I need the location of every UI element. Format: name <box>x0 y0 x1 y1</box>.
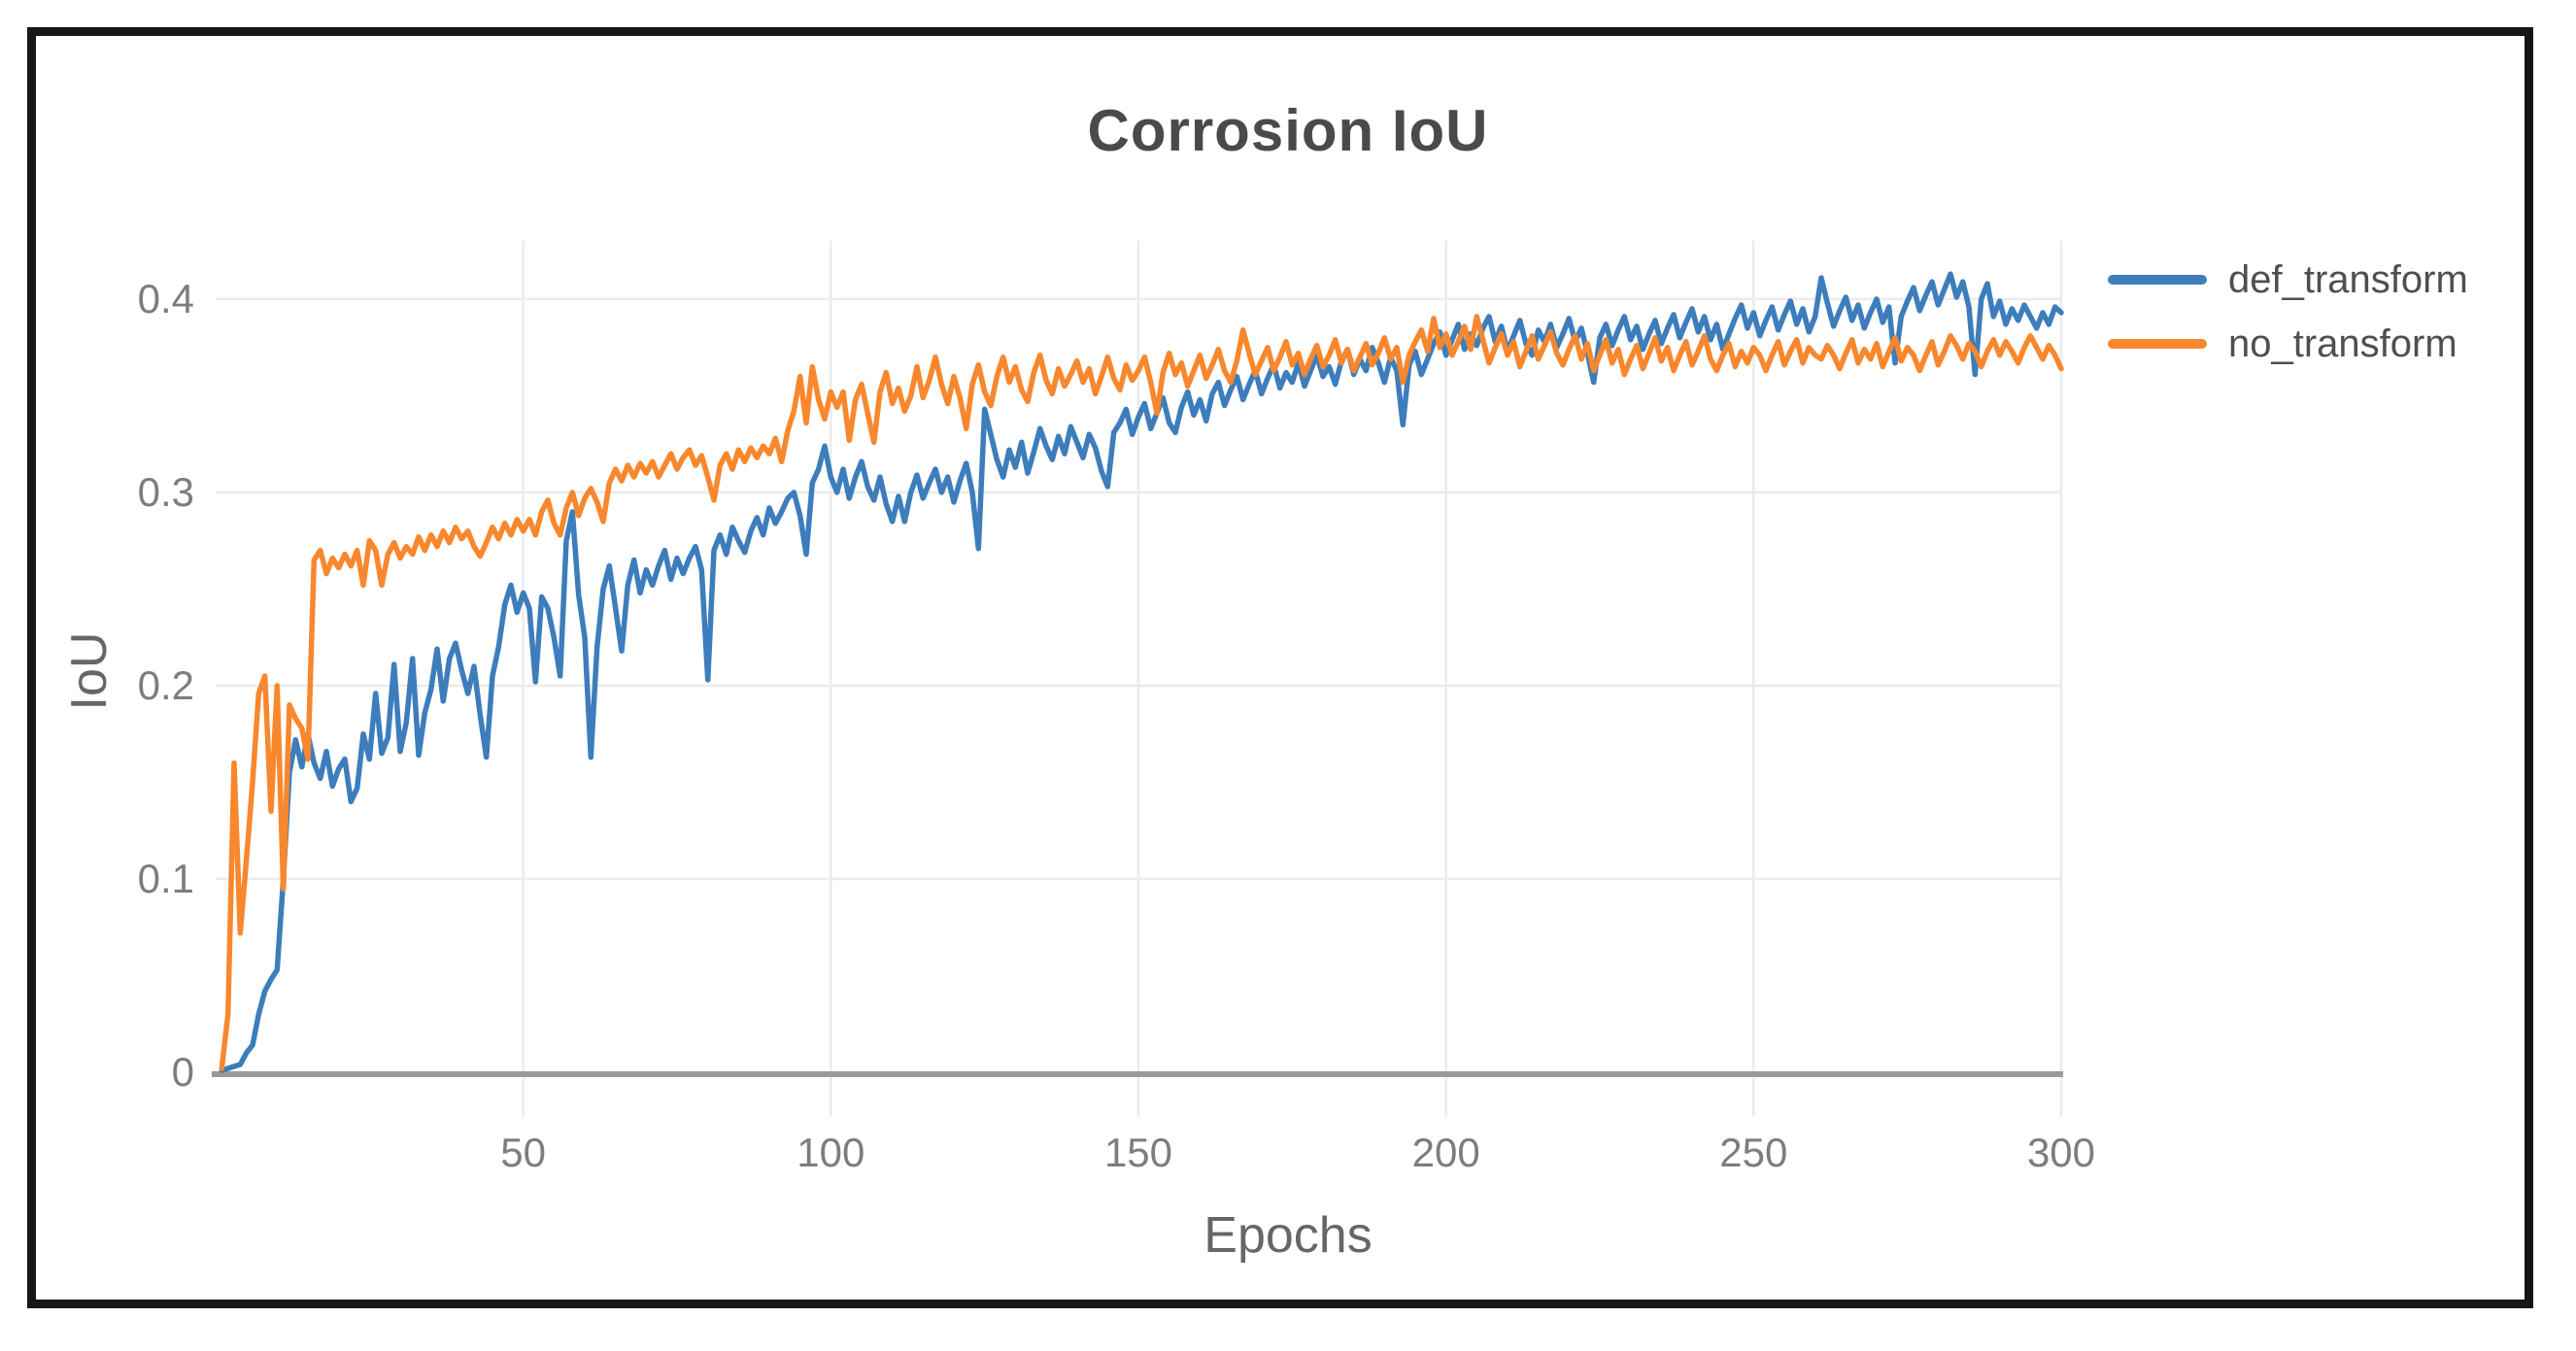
x-tick-label: 50 <box>500 1130 547 1175</box>
legend-item-no-transform[interactable]: no_transform <box>2108 322 2468 365</box>
x-tick-label: 100 <box>797 1130 865 1175</box>
y-tick-label: 0.2 <box>137 662 194 708</box>
y-tick-label: 0 <box>171 1049 194 1095</box>
legend: def_transform no_transform <box>2108 258 2468 365</box>
legend-swatch-no-transform-icon <box>2108 339 2207 349</box>
x-tick-label: 300 <box>2026 1130 2096 1175</box>
panel-frame <box>27 27 2533 1308</box>
chart-title: Corrosion IoU <box>1087 98 1489 163</box>
y-tick-label: 0.4 <box>137 276 194 321</box>
series-line-def_transform <box>219 271 2064 1073</box>
y-tick-label: 0.1 <box>137 856 194 901</box>
y-tick-label: 0.3 <box>137 469 194 515</box>
x-axis-title: Epochs <box>1203 1207 1373 1264</box>
legend-label-no-transform: no_transform <box>2228 322 2457 365</box>
legend-label-def-transform: def_transform <box>2228 258 2468 301</box>
x-tick-label: 200 <box>1411 1130 1480 1175</box>
series-line-no_transform <box>219 314 2064 1071</box>
x-tick-label: 250 <box>1719 1130 1788 1175</box>
legend-item-def-transform[interactable]: def_transform <box>2108 258 2468 301</box>
legend-swatch-def-transform-icon <box>2108 275 2207 285</box>
y-axis-title: IoU <box>61 631 118 711</box>
x-tick-label: 150 <box>1103 1130 1173 1175</box>
